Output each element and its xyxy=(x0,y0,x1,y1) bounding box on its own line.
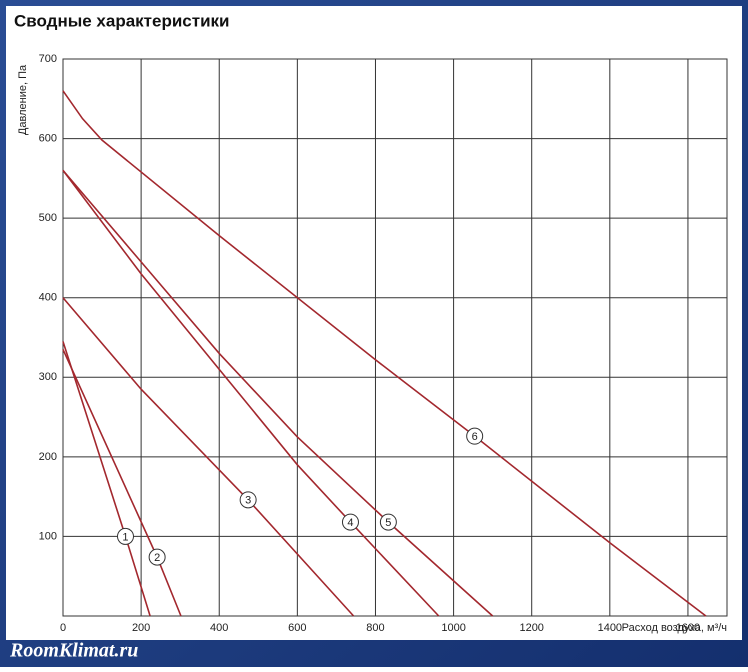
curve-label: 6 xyxy=(472,431,478,443)
curve-label: 4 xyxy=(347,517,353,529)
x-tick-label: 200 xyxy=(132,622,150,634)
curve-label: 2 xyxy=(154,552,160,564)
curve-label: 3 xyxy=(245,495,251,507)
curve-label-badge xyxy=(466,427,484,445)
curve-label-badge xyxy=(239,491,257,509)
y-tick-label: 700 xyxy=(39,53,57,65)
x-tick-label: 0 xyxy=(60,622,66,634)
panel xyxy=(6,6,742,640)
y-tick-label: 300 xyxy=(39,371,57,383)
x-tick-label: 600 xyxy=(288,622,306,634)
watermark: RoomKlimat.ru xyxy=(9,640,138,662)
y-tick-label: 600 xyxy=(39,132,57,144)
chart-title: Сводные характеристики xyxy=(14,11,229,30)
y-tick-label: 100 xyxy=(39,530,57,542)
x-tick-label: 1200 xyxy=(519,622,543,634)
x-tick-label: 800 xyxy=(366,622,384,634)
curve xyxy=(62,169,494,617)
curve-label-badge xyxy=(148,548,166,566)
curve xyxy=(62,169,440,617)
curve-label-badge xyxy=(116,527,134,545)
x-tick-label: 1000 xyxy=(441,622,465,634)
x-tick-label: 1400 xyxy=(598,622,622,634)
y-tick-label: 200 xyxy=(39,451,57,463)
y-tick-label: 400 xyxy=(39,292,57,304)
curve xyxy=(62,297,355,617)
curve-label: 5 xyxy=(385,517,391,529)
curve xyxy=(62,90,707,617)
x-axis-label: Расход воздуха, м³/ч xyxy=(622,622,727,634)
x-tick-label: 1600 xyxy=(676,622,700,634)
curve-label: 1 xyxy=(122,531,128,543)
y-axis-label: Давление, Па xyxy=(17,64,29,135)
curve-label-badge xyxy=(379,513,397,531)
curve-label-badge xyxy=(341,513,359,531)
x-tick-label: 400 xyxy=(210,622,228,634)
y-tick-label: 500 xyxy=(39,212,57,224)
